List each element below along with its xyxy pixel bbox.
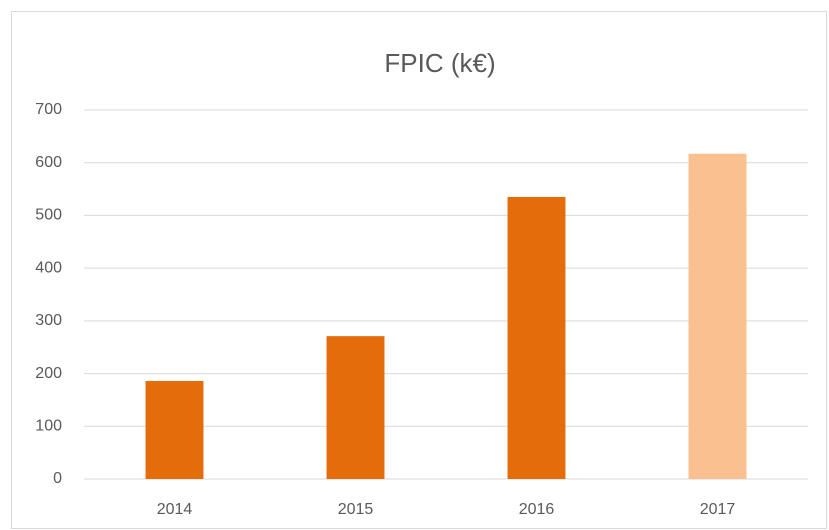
y-tick-label: 400 — [35, 259, 62, 276]
chart-title: FPIC (k€) — [384, 48, 495, 78]
x-tick-label: 2015 — [338, 501, 374, 518]
y-tick-label: 200 — [35, 365, 62, 382]
x-tick-label: 2017 — [700, 501, 736, 518]
y-tick-label: 300 — [35, 312, 62, 329]
y-tick-label: 600 — [35, 154, 62, 171]
y-tick-label: 0 — [53, 470, 62, 487]
bar — [326, 336, 385, 479]
bar — [688, 153, 747, 479]
bar — [507, 196, 566, 479]
x-tick-label: 2014 — [157, 501, 193, 518]
y-tick-label: 500 — [35, 207, 62, 224]
y-tick-label: 700 — [35, 101, 62, 118]
y-tick-label: 100 — [35, 418, 62, 435]
x-tick-label: 2016 — [519, 501, 555, 518]
bar — [145, 380, 204, 479]
